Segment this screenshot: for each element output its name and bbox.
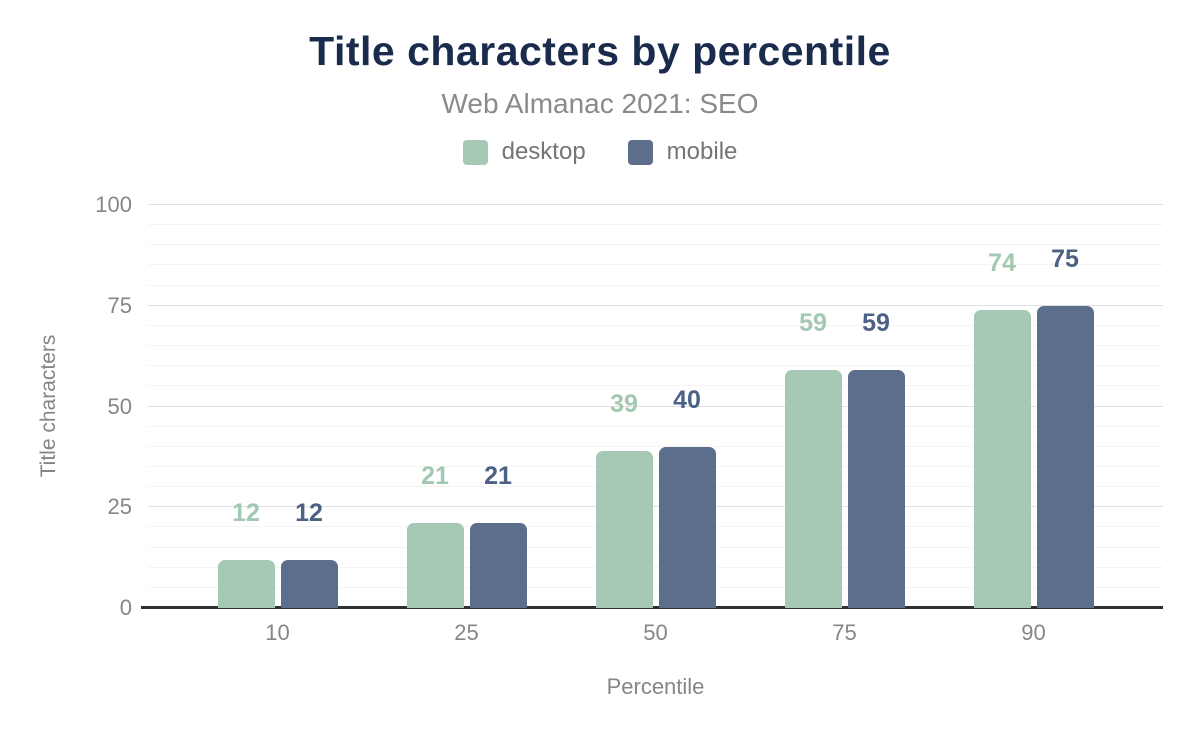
x-tick-label: 90 — [1021, 620, 1046, 645]
gridline-major — [148, 405, 1163, 407]
gridline-minor — [148, 486, 1163, 488]
bar-desktop[interactable]: 39 — [595, 391, 653, 608]
legend-item-mobile: mobile — [627, 138, 738, 166]
bar-group: 21 21 — [372, 205, 561, 608]
gridline-minor — [148, 566, 1163, 568]
gridline-minor — [148, 385, 1163, 387]
legend-swatch-mobile — [627, 139, 653, 165]
plot-area: 12 12 21 21 39 40 59 59 74 75 10 25 50 75 90 0 25 50 75 1… — [95, 192, 1163, 645]
gridline-minor — [148, 425, 1163, 427]
bar-value-label: 39 — [610, 389, 638, 418]
gridline-major — [148, 304, 1163, 306]
bar-group: 59 59 — [750, 205, 939, 608]
bar-value-label: 12 — [295, 498, 323, 527]
bar-desktop[interactable]: 12 — [217, 500, 275, 608]
bar-value-label: 74 — [988, 248, 1016, 277]
y-tick-label: 25 — [107, 494, 132, 520]
gridline-minor — [148, 526, 1163, 528]
legend: desktop mobile — [0, 138, 1200, 166]
gridline-minor — [148, 224, 1163, 226]
gridline-minor — [148, 465, 1163, 467]
gridline-minor — [148, 244, 1163, 246]
x-tick-label: 75 — [832, 620, 857, 645]
bar-value-label: 75 — [1051, 244, 1079, 273]
gridline-minor — [148, 445, 1163, 447]
bar-mobile[interactable]: 59 — [847, 311, 905, 608]
x-tick-label: 10 — [265, 620, 290, 645]
x-tick-label: 50 — [643, 620, 668, 645]
legend-item-desktop: desktop — [462, 138, 586, 166]
gridline-minor — [148, 586, 1163, 588]
x-axis-title: Percentile — [606, 674, 705, 699]
bar-value-label: 21 — [484, 462, 512, 491]
bar-value-label: 21 — [421, 462, 449, 491]
gridline-major — [148, 506, 1163, 508]
gridline-minor — [148, 284, 1163, 286]
legend-swatch-desktop — [462, 139, 488, 165]
legend-label: mobile — [666, 138, 738, 165]
gridline-minor — [148, 546, 1163, 548]
gridline-minor — [148, 264, 1163, 266]
bar-group: 39 40 — [561, 205, 750, 608]
gridline-minor — [148, 365, 1163, 367]
bar-value-label: 40 — [673, 385, 701, 414]
bar-value-label: 59 — [862, 309, 890, 338]
gridline-minor — [148, 345, 1163, 347]
y-tick-label: 75 — [107, 292, 132, 318]
x-tick-row: 10 25 50 75 90 — [148, 620, 1163, 646]
bar-mobile[interactable]: 40 — [658, 387, 716, 608]
y-tick-label: 50 — [107, 393, 132, 419]
gridline-major — [148, 204, 1163, 205]
chart-subtitle: Web Almanac 2021: SEO — [441, 88, 759, 119]
x-tick-label: 25 — [454, 620, 479, 645]
gridline-minor — [148, 324, 1163, 326]
bar-value-label: 59 — [799, 309, 827, 338]
bar-group: 74 75 — [939, 205, 1128, 608]
bar-mobile[interactable]: 21 — [469, 464, 527, 608]
bar-desktop[interactable]: 59 — [784, 311, 842, 608]
chart-title: Title characters by percentile — [309, 28, 891, 74]
bar-desktop[interactable]: 74 — [973, 250, 1031, 608]
y-tick-label: 0 — [119, 595, 132, 620]
bar-groups: 12 12 21 21 39 40 59 59 74 75 — [148, 205, 1163, 608]
bar-desktop[interactable]: 21 — [406, 464, 464, 608]
bar-group: 12 12 — [183, 205, 372, 608]
bar-mobile[interactable]: 75 — [1036, 246, 1094, 608]
bar-mobile[interactable]: 12 — [280, 500, 338, 608]
y-axis-title: Title characters — [37, 334, 60, 478]
bar-value-label: 12 — [232, 498, 260, 527]
y-tick-label: 100 — [95, 192, 132, 217]
legend-label: desktop — [501, 138, 586, 165]
